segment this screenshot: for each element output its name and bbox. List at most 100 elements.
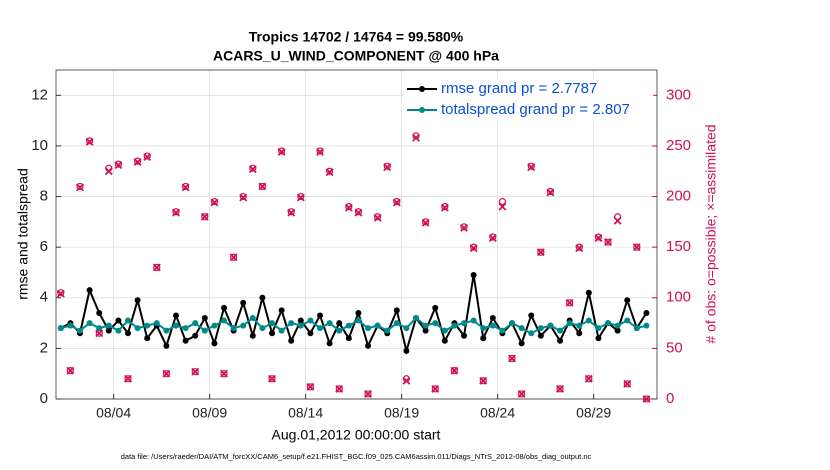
obs-assimilated (642, 395, 651, 403)
obs-assimilated (306, 382, 315, 391)
obs-assimilated (584, 374, 593, 383)
obs-assimilated (210, 198, 219, 207)
series-marker (461, 320, 468, 327)
chart-subtitle: ACARS_U_WIND_COMPONENT @ 400 hPa (213, 48, 499, 64)
series-marker (557, 327, 564, 334)
obs-possible (575, 243, 583, 251)
series-marker (643, 309, 650, 316)
series-marker (480, 335, 487, 342)
obs-assimilated (536, 248, 545, 257)
obs-assimilated (431, 384, 440, 393)
obs-possible (450, 367, 459, 375)
obs-assimilated (277, 148, 286, 156)
obs-assimilated (556, 384, 564, 393)
obs-possible (143, 152, 151, 160)
y-tick-label: 12 (31, 86, 48, 103)
x-tick-label: 08/19 (384, 405, 419, 421)
obs-possible (162, 370, 171, 378)
series-marker (125, 317, 132, 324)
obs-assimilated (440, 203, 449, 212)
obs-possible (345, 203, 353, 211)
obs-assimilated (200, 212, 209, 221)
series-marker (221, 317, 228, 324)
y2-axis-label: # of obs: o=possible; ×=assimilated (703, 124, 719, 343)
obs-assimilated (479, 376, 488, 385)
series-marker (163, 342, 170, 349)
series-marker (403, 325, 410, 332)
series-marker (240, 322, 247, 329)
obs-assimilated (172, 208, 180, 217)
obs-assimilated (354, 208, 363, 217)
series-marker (288, 337, 295, 344)
series-marker (557, 337, 564, 344)
y-tick-label: 0 (40, 390, 48, 407)
obs-possible (633, 243, 641, 251)
series-marker (422, 327, 429, 334)
y-tick-label: 10 (31, 137, 48, 154)
y2-tick-label: 50 (666, 339, 683, 356)
obs-assimilated (191, 367, 200, 376)
obs-assimilated (76, 183, 84, 192)
series-marker (441, 337, 448, 344)
series-marker (57, 325, 64, 332)
series-marker (566, 320, 573, 327)
obs-possible (546, 187, 555, 196)
x-tick-label: 08/09 (192, 405, 227, 421)
obs-possible (470, 243, 478, 251)
obs-possible (354, 208, 363, 216)
series-marker (528, 312, 535, 319)
x-tick-label: 08/24 (480, 405, 515, 421)
y2-tick-label: 200 (666, 188, 691, 205)
series-marker (307, 317, 314, 324)
y2-tick-label: 0 (666, 390, 674, 407)
obs-possible (527, 162, 535, 170)
obs-possible (124, 375, 132, 383)
obs-possible (498, 198, 507, 206)
series-marker (278, 327, 285, 334)
series-marker (249, 332, 256, 339)
obs-possible (335, 385, 343, 393)
series-marker (595, 335, 602, 342)
series-marker (499, 327, 506, 334)
series-marker (576, 330, 583, 337)
obs-possible (172, 208, 180, 216)
legend-marker (419, 86, 425, 92)
legend-box (403, 78, 653, 122)
series-marker (86, 287, 93, 294)
obs-assimilated (527, 163, 536, 172)
series-marker (547, 322, 554, 329)
plot-frame (55, 69, 658, 400)
series-marker (173, 322, 180, 329)
series-marker (105, 322, 112, 329)
series-marker (163, 327, 170, 334)
obs-assimilated (508, 354, 516, 363)
obs-assimilated (623, 379, 632, 388)
series-marker (144, 335, 151, 342)
series-marker (643, 322, 650, 329)
footnote: data file: /Users/raeder/DAI/ATM_forcXX/… (121, 452, 592, 461)
obs-possible (210, 198, 219, 206)
obs-possible (364, 390, 372, 398)
series-marker (624, 317, 631, 324)
obs-assimilated (56, 289, 65, 298)
chart-title: Tropics 14702 / 14764 = 99.580% (249, 29, 464, 45)
obs-assimilated (604, 238, 612, 247)
obs-possible (537, 248, 545, 256)
y-tick-label: 8 (40, 188, 48, 205)
series-marker (192, 332, 199, 339)
series-marker (413, 315, 420, 322)
obs-possible (153, 263, 161, 271)
obs-assimilated (114, 161, 123, 170)
obs-assimilated (316, 148, 324, 156)
obs-assimilated (594, 234, 603, 242)
obs-possible (566, 299, 574, 307)
obs-assimilated (104, 167, 113, 176)
x-tick-label: 08/29 (576, 405, 611, 421)
series-marker (518, 340, 525, 347)
plot-area (56, 70, 657, 399)
obs-assimilated (181, 183, 190, 192)
obs-possible (431, 385, 439, 393)
series-marker (336, 320, 343, 327)
series-marker (355, 309, 362, 316)
obs-assimilated (258, 182, 267, 191)
